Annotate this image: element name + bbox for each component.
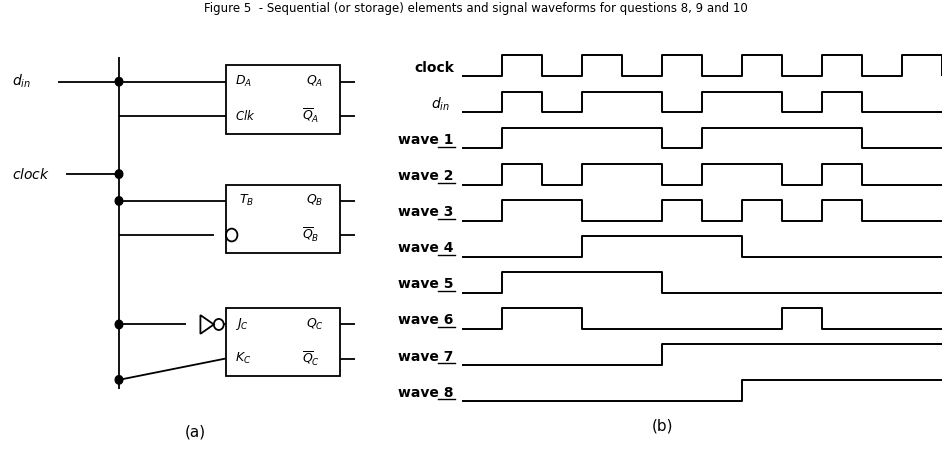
Text: $Clk$: $Clk$ (235, 109, 256, 123)
Text: $d_{in}$: $d_{in}$ (431, 95, 450, 113)
Text: $d_{in}$: $d_{in}$ (12, 73, 31, 90)
Text: Figure 5  - Sequential (or storage) elements and signal waveforms for questions : Figure 5 - Sequential (or storage) eleme… (204, 2, 748, 15)
Circle shape (115, 196, 123, 205)
Text: (b): (b) (651, 418, 673, 433)
Text: wave 3: wave 3 (399, 205, 454, 219)
Text: wave 6: wave 6 (399, 313, 454, 327)
Text: wave 5: wave 5 (398, 278, 454, 291)
Circle shape (115, 170, 123, 178)
Text: $J_C$: $J_C$ (235, 316, 249, 333)
Text: $clock$: $clock$ (12, 167, 50, 182)
Text: (a): (a) (185, 424, 206, 439)
Circle shape (115, 77, 123, 86)
Text: $Q_A$: $Q_A$ (306, 74, 323, 89)
Bar (226, 185, 340, 253)
Text: $K_C$: $K_C$ (235, 351, 251, 366)
Text: wave 7: wave 7 (399, 349, 454, 364)
Circle shape (115, 376, 123, 384)
Text: $T_B$: $T_B$ (239, 193, 254, 208)
Text: $\overline{Q}_C$: $\overline{Q}_C$ (302, 349, 320, 368)
Text: $\overline{Q}_A$: $\overline{Q}_A$ (302, 107, 319, 125)
Bar (226, 65, 340, 134)
Text: $\overline{Q}_B$: $\overline{Q}_B$ (302, 226, 319, 244)
Text: wave 8: wave 8 (398, 386, 454, 399)
Text: $Q_B$: $Q_B$ (306, 193, 323, 208)
Text: wave 1: wave 1 (398, 133, 454, 147)
Text: clock: clock (414, 61, 454, 75)
Text: wave 2: wave 2 (398, 169, 454, 183)
Circle shape (115, 320, 123, 329)
Text: wave 4: wave 4 (398, 241, 454, 256)
Bar (226, 308, 340, 376)
Text: $Q_C$: $Q_C$ (306, 317, 324, 332)
Text: $D_A$: $D_A$ (235, 74, 252, 89)
